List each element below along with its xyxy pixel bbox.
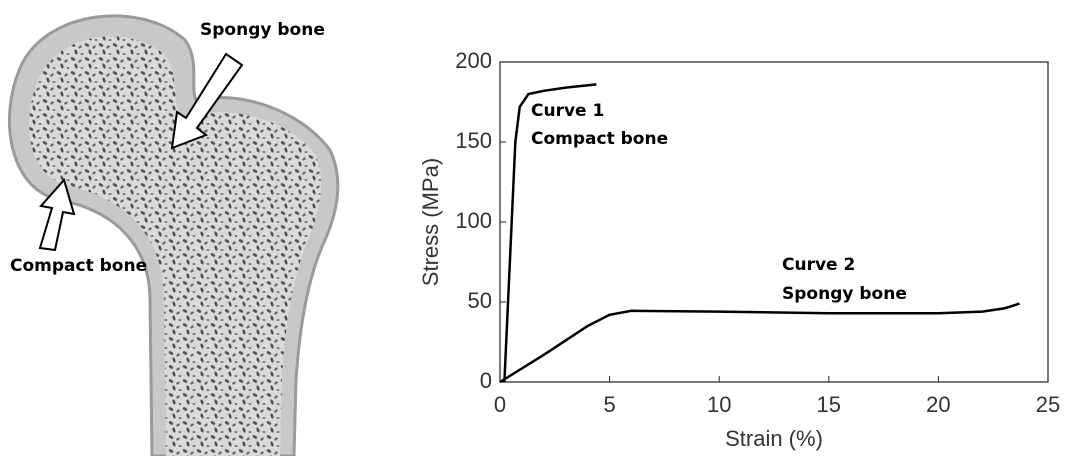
annotation: Compact bone bbox=[531, 129, 668, 149]
chart: 0 5 10 15 20 25 0 50 100 150 200 Strain (%) Stress (… bbox=[418, 48, 1060, 451]
annotation: Spongy bone bbox=[782, 284, 907, 304]
bone-diagram: Spongy bone Compact bone bbox=[8, 14, 340, 456]
arrow bbox=[38, 177, 76, 252]
y-tick-label: 100 bbox=[455, 208, 492, 233]
x-tick-label: 25 bbox=[1036, 392, 1060, 417]
y-tick-label: 0 bbox=[480, 368, 492, 393]
line bbox=[503, 83, 597, 383]
x-tick-label: 5 bbox=[603, 392, 615, 417]
x-tick-label: 10 bbox=[707, 392, 731, 417]
x-axis-label: Strain (%) bbox=[725, 426, 823, 451]
annotation: Curve 2 bbox=[782, 255, 855, 275]
x-tick-label: 0 bbox=[494, 392, 506, 417]
spongy-bone bbox=[29, 36, 322, 456]
y-axis-label: Stress (MPa) bbox=[418, 158, 443, 286]
x-tick-label: 20 bbox=[926, 392, 950, 417]
diagram-label: Compact bone bbox=[10, 256, 147, 276]
y-tick-label: 150 bbox=[455, 128, 492, 153]
x-tick-label: 15 bbox=[817, 392, 841, 417]
diagram-label: Spongy bone bbox=[200, 20, 325, 40]
line bbox=[499, 302, 1020, 384]
y-tick-label: 50 bbox=[468, 288, 492, 313]
y-tick-label: 200 bbox=[455, 48, 492, 73]
arrow bbox=[170, 52, 244, 150]
annotation: Curve 1 bbox=[531, 101, 604, 121]
